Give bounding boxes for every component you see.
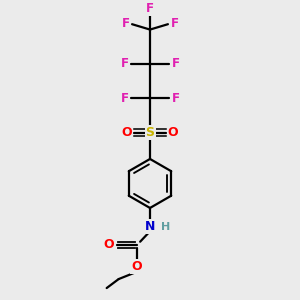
Text: O: O — [131, 260, 142, 273]
Text: H: H — [161, 222, 170, 232]
Text: F: F — [121, 92, 129, 105]
Text: S: S — [146, 126, 154, 139]
Text: F: F — [121, 57, 129, 70]
Text: O: O — [122, 126, 132, 139]
Text: F: F — [171, 92, 179, 105]
Text: O: O — [104, 238, 114, 251]
Text: F: F — [171, 57, 179, 70]
Text: F: F — [122, 16, 130, 29]
Text: F: F — [170, 16, 178, 29]
Text: N: N — [145, 220, 155, 233]
Text: F: F — [146, 2, 154, 15]
Text: O: O — [168, 126, 178, 139]
